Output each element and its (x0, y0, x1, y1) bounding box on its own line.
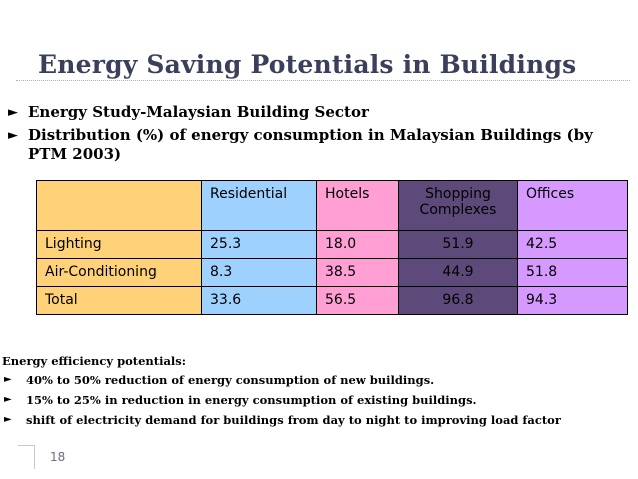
bullet-arrow-icon: ► (4, 394, 12, 405)
residential-value-cell: 25.3 (201, 230, 317, 259)
hotels-value-cell: 38.5 (316, 258, 399, 287)
intro-bullet-list: ► Energy Study-Malaysian Building Sector… (8, 103, 628, 168)
potential-text: 15% to 25% in reduction in energy consum… (26, 393, 477, 407)
bullet-arrow-icon: ► (8, 128, 18, 143)
offices-value-cell: 42.5 (517, 230, 628, 259)
header-cell-residential: Residential (201, 180, 317, 231)
intro-bullet-item: ► Energy Study-Malaysian Building Sector (8, 103, 628, 122)
potential-item: ► shift of electricity demand for buildi… (0, 410, 630, 430)
offices-value-cell: 51.8 (517, 258, 628, 287)
header-cell-offices: Offices (517, 180, 628, 231)
row-label-cell: Total (36, 286, 202, 315)
energy-distribution-table: Residential Hotels Shopping Complexes Of… (36, 180, 628, 315)
row-label-cell: Lighting (36, 230, 202, 259)
shopping-value-cell: 44.9 (398, 258, 518, 287)
table-row: Lighting 25.3 18.0 51.9 42.5 (36, 230, 628, 259)
offices-value-cell: 94.3 (517, 286, 628, 315)
bullet-arrow-icon: ► (8, 105, 18, 120)
potential-text: 40% to 50% reduction of energy consumpti… (26, 373, 435, 387)
header-cell-hotels: Hotels (316, 180, 399, 231)
footer-vertical-divider (34, 445, 35, 469)
header-cell-empty (36, 180, 202, 231)
intro-bullet-text: Distribution (%) of energy consumption i… (28, 126, 593, 163)
page-number: 18 (50, 450, 66, 464)
footer-divider (18, 445, 34, 446)
potential-item: ► 40% to 50% reduction of energy consump… (0, 370, 630, 390)
shopping-value-cell: 96.8 (398, 286, 518, 315)
potentials-heading: Energy efficiency potentials: (2, 354, 187, 368)
bullet-arrow-icon: ► (4, 374, 12, 385)
row-label-cell: Air-Conditioning (36, 258, 202, 287)
bullet-arrow-icon: ► (4, 414, 12, 425)
residential-value-cell: 33.6 (201, 286, 317, 315)
table-header-row: Residential Hotels Shopping Complexes Of… (36, 180, 628, 231)
intro-bullet-text: Energy Study-Malaysian Building Sector (28, 103, 369, 121)
hotels-value-cell: 18.0 (316, 230, 399, 259)
slide-title: Energy Saving Potentials in Buildings (38, 50, 577, 79)
potential-text: shift of electricity demand for building… (26, 413, 561, 427)
shopping-value-cell: 51.9 (398, 230, 518, 259)
header-cell-shopping-complexes: Shopping Complexes (398, 180, 518, 231)
potential-item: ► 15% to 25% in reduction in energy cons… (0, 390, 630, 410)
hotels-value-cell: 56.5 (316, 286, 399, 315)
table-row: Total 33.6 56.5 96.8 94.3 (36, 286, 628, 315)
table-row: Air-Conditioning 8.3 38.5 44.9 51.8 (36, 258, 628, 287)
title-divider (16, 80, 630, 81)
efficiency-potentials-section: Energy efficiency potentials: ► 40% to 5… (0, 352, 630, 430)
residential-value-cell: 8.3 (201, 258, 317, 287)
intro-bullet-item: ► Distribution (%) of energy consumption… (8, 126, 628, 164)
